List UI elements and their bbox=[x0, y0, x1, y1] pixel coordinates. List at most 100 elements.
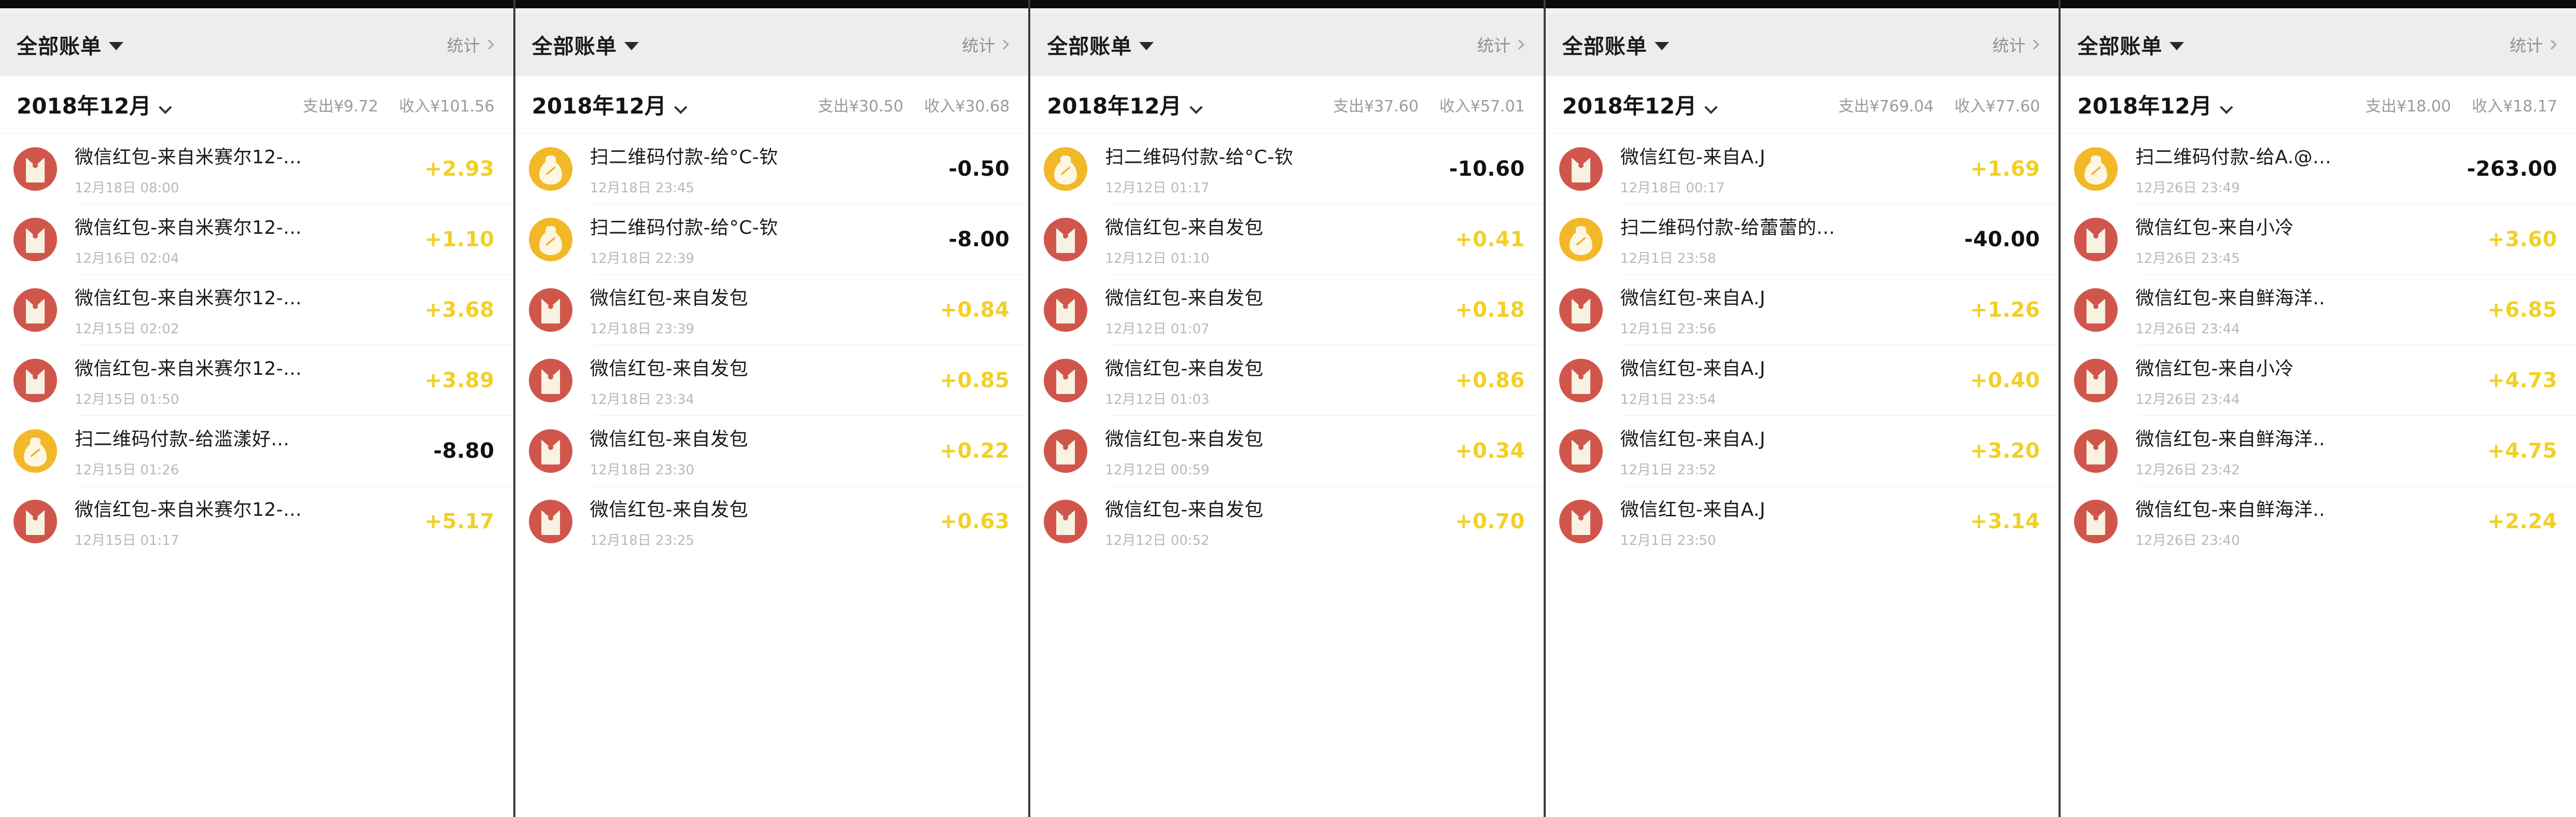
table-row[interactable]: 微信红包-来自A.J 12月18日 00:17 +1.69 bbox=[1546, 134, 2059, 204]
transaction-title: 微信红包-来自A.J bbox=[1620, 146, 1766, 168]
table-row[interactable]: 微信红包-来自米赛尔12-... 12月15日 01:50 +3.89 bbox=[0, 345, 513, 416]
transaction-title: 微信红包-来自A.J bbox=[1620, 428, 1766, 450]
account-filter-dropdown[interactable]: 全部账单 bbox=[2077, 30, 2185, 60]
table-row[interactable]: 微信红包-来自鲜海洋.. 12月26日 23:42 +4.75 bbox=[2061, 416, 2576, 486]
transaction-timestamp: 12月26日 23:45 bbox=[2135, 250, 2240, 266]
transaction-title: 微信红包-来自鲜海洋.. bbox=[2135, 499, 2326, 520]
stats-link[interactable]: 统计 bbox=[1992, 33, 2040, 57]
month-selector[interactable]: 2018年12月 bbox=[1047, 89, 1203, 120]
month-selector[interactable]: 2018年12月 bbox=[532, 89, 688, 120]
month-summary-bar: 2018年12月 支出¥769.04 收入¥77.60 bbox=[1545, 76, 2059, 134]
table-row[interactable]: 微信红包-来自米赛尔12-... 12月15日 01:17 +5.17 bbox=[0, 486, 513, 557]
transaction-list[interactable]: 扫二维码付款-给°C-钦 12月18日 23:45 -0.50 扫二维码付款-给°C-… bbox=[515, 134, 1029, 817]
envelope-flap bbox=[1571, 158, 1590, 166]
transaction-list[interactable]: 微信红包-来自米赛尔12-... 12月18日 08:00 +2.93 微信红包-来自… bbox=[0, 134, 513, 817]
envelope-flap bbox=[1056, 299, 1075, 307]
transaction-body: 微信红包-来自A.J 12月1日 23:50 bbox=[1620, 495, 1937, 549]
transaction-timestamp: 12月1日 23:58 bbox=[1620, 250, 1716, 266]
stats-link[interactable]: 统计 bbox=[447, 33, 494, 57]
account-filter-dropdown[interactable]: 全部账单 bbox=[17, 30, 123, 60]
stats-link[interactable]: 统计 bbox=[1477, 33, 1524, 57]
month-label: 2018年12月 bbox=[1047, 93, 1182, 119]
envelope-coin bbox=[548, 445, 553, 450]
transaction-title: 扫二维码付款-给滥漾好... bbox=[75, 428, 290, 450]
envelope-flap bbox=[541, 510, 560, 518]
table-row[interactable]: 微信红包-来自米赛尔12-... 12月15日 02:02 +3.68 bbox=[0, 275, 513, 345]
month-label: 2018年12月 bbox=[2077, 93, 2212, 119]
table-row[interactable]: 微信红包-来自发包 12月12日 00:59 +0.34 bbox=[1030, 416, 1544, 486]
table-row[interactable]: 微信红包-来自发包 12月18日 23:25 +0.63 bbox=[515, 486, 1029, 557]
account-filter-dropdown[interactable]: 全部账单 bbox=[532, 30, 639, 60]
envelope-flap bbox=[2087, 299, 2106, 307]
transaction-title: 微信红包-来自发包 bbox=[590, 428, 749, 450]
transaction-timestamp: 12月26日 23:44 bbox=[2135, 321, 2240, 337]
account-filter-dropdown[interactable]: 全部账单 bbox=[1562, 30, 1669, 60]
table-row[interactable]: 微信红包-来自发包 12月18日 23:34 +0.85 bbox=[515, 345, 1029, 416]
red-envelope-icon bbox=[528, 288, 572, 332]
transaction-timestamp: 12月16日 02:04 bbox=[75, 250, 179, 266]
table-row[interactable]: 微信红包-来自A.J 12月1日 23:52 +3.20 bbox=[1546, 416, 2059, 486]
caret-down-icon bbox=[1654, 42, 1669, 50]
table-row[interactable]: 微信红包-来自发包 12月12日 00:52 +0.70 bbox=[1030, 486, 1544, 557]
money-bag-body bbox=[2084, 161, 2108, 185]
table-row[interactable]: 微信红包-来自米赛尔12-... 12月18日 08:00 +2.93 bbox=[0, 134, 513, 204]
expense-total: 支出¥18.00 bbox=[2365, 97, 2451, 116]
red-envelope-icon bbox=[13, 500, 57, 543]
bill-panel: 全部账单 统计 2018年12月 支出¥37.60 收入¥57.01 扫二维码付款-给°C… bbox=[1030, 0, 1546, 817]
transaction-body: 微信红包-来自鲜海洋.. 12月26日 23:42 bbox=[2135, 424, 2454, 478]
table-row[interactable]: 扫二维码付款-给°C-钦 12月18日 22:39 -8.00 bbox=[515, 204, 1029, 275]
transaction-title: 微信红包-来自发包 bbox=[1105, 499, 1264, 520]
transaction-amount: +0.84 bbox=[940, 298, 1010, 322]
month-selector[interactable]: 2018年12月 bbox=[2077, 89, 2233, 120]
envelope-flap bbox=[26, 510, 45, 518]
table-row[interactable]: 微信红包-来自发包 12月18日 23:30 +0.22 bbox=[515, 416, 1029, 486]
table-row[interactable]: 微信红包-来自A.J 12月1日 23:54 +0.40 bbox=[1546, 345, 2059, 416]
transaction-title: 微信红包-来自A.J bbox=[1620, 287, 1766, 309]
transaction-amount: -8.80 bbox=[433, 439, 495, 463]
table-row[interactable]: 微信红包-来自发包 12月12日 01:07 +0.18 bbox=[1030, 275, 1544, 345]
transaction-timestamp: 12月26日 23:42 bbox=[2135, 462, 2240, 478]
caret-down-icon bbox=[1139, 42, 1154, 50]
stats-link[interactable]: 统计 bbox=[962, 33, 1010, 57]
table-row[interactable]: 微信红包-来自米赛尔12-... 12月16日 02:04 +1.10 bbox=[0, 204, 513, 275]
transaction-body: 微信红包-来自米赛尔12-... 12月16日 02:04 bbox=[75, 213, 391, 267]
transaction-body: 微信红包-来自鲜海洋.. 12月26日 23:44 bbox=[2135, 283, 2454, 337]
transaction-timestamp: 12月12日 01:03 bbox=[1105, 391, 1210, 407]
table-row[interactable]: 扫二维码付款-给蕾蕾的... 12月1日 23:58 -40.00 bbox=[1546, 204, 2059, 275]
stats-link[interactable]: 统计 bbox=[2510, 33, 2557, 57]
transaction-amount: +5.17 bbox=[424, 510, 495, 533]
transaction-timestamp: 12月15日 01:50 bbox=[75, 391, 179, 407]
table-row[interactable]: 微信红包-来自小冷 12月26日 23:45 +3.60 bbox=[2061, 204, 2576, 275]
transaction-list[interactable]: 扫二维码付款-给A.@... 12月26日 23:49 -263.00 微信红包-来自… bbox=[2061, 134, 2576, 817]
qr-pay-icon bbox=[528, 218, 572, 261]
table-row[interactable]: 微信红包-来自发包 12月12日 01:03 +0.86 bbox=[1030, 345, 1544, 416]
month-selector[interactable]: 2018年12月 bbox=[1562, 89, 1718, 120]
envelope-coin bbox=[33, 163, 38, 168]
red-envelope-icon bbox=[13, 288, 57, 332]
table-row[interactable]: 扫二维码付款-给滥漾好... 12月15日 01:26 -8.80 bbox=[0, 416, 513, 486]
totals-group: 支出¥30.50 收入¥30.68 bbox=[818, 93, 1010, 116]
table-row[interactable]: 微信红包-来自发包 12月18日 23:39 +0.84 bbox=[515, 275, 1029, 345]
transaction-title: 扫二维码付款-给蕾蕾的... bbox=[1620, 217, 1836, 238]
table-row[interactable]: 扫二维码付款-给°C-钦 12月12日 01:17 -10.60 bbox=[1030, 134, 1544, 204]
month-selector[interactable]: 2018年12月 bbox=[17, 89, 172, 120]
transaction-amount: +3.14 bbox=[1970, 510, 2040, 533]
table-row[interactable]: 微信红包-来自小冷 12月26日 23:44 +4.73 bbox=[2061, 345, 2576, 416]
transaction-body: 微信红包-来自发包 12月12日 01:10 bbox=[1105, 213, 1421, 267]
transaction-timestamp: 12月12日 00:59 bbox=[1105, 462, 1210, 478]
table-row[interactable]: 微信红包-来自发包 12月12日 01:10 +0.41 bbox=[1030, 204, 1544, 275]
table-row[interactable]: 微信红包-来自鲜海洋.. 12月26日 23:44 +6.85 bbox=[2061, 275, 2576, 345]
account-filter-dropdown[interactable]: 全部账单 bbox=[1047, 30, 1154, 60]
table-row[interactable]: 微信红包-来自A.J 12月1日 23:50 +3.14 bbox=[1546, 486, 2059, 557]
table-row[interactable]: 扫二维码付款-给A.@... 12月26日 23:49 -263.00 bbox=[2061, 134, 2576, 204]
transaction-list[interactable]: 扫二维码付款-给°C-钦 12月12日 01:17 -10.60 微信红包-来自发包 1… bbox=[1030, 134, 1544, 817]
transaction-title: 微信红包-来自米赛尔12-... bbox=[75, 499, 302, 520]
qr-pay-icon bbox=[528, 147, 572, 191]
transaction-title: 微信红包-来自发包 bbox=[1105, 358, 1264, 379]
transaction-list[interactable]: 微信红包-来自A.J 12月18日 00:17 +1.69 扫二维码付款-给蕾蕾的..… bbox=[1545, 134, 2059, 817]
table-row[interactable]: 扫二维码付款-给°C-钦 12月18日 23:45 -0.50 bbox=[515, 134, 1029, 204]
envelope-flap bbox=[541, 369, 560, 377]
table-row[interactable]: 微信红包-来自鲜海洋.. 12月26日 23:40 +2.24 bbox=[2061, 486, 2576, 557]
transaction-timestamp: 12月1日 23:50 bbox=[1620, 532, 1716, 548]
table-row[interactable]: 微信红包-来自A.J 12月1日 23:56 +1.26 bbox=[1546, 275, 2059, 345]
